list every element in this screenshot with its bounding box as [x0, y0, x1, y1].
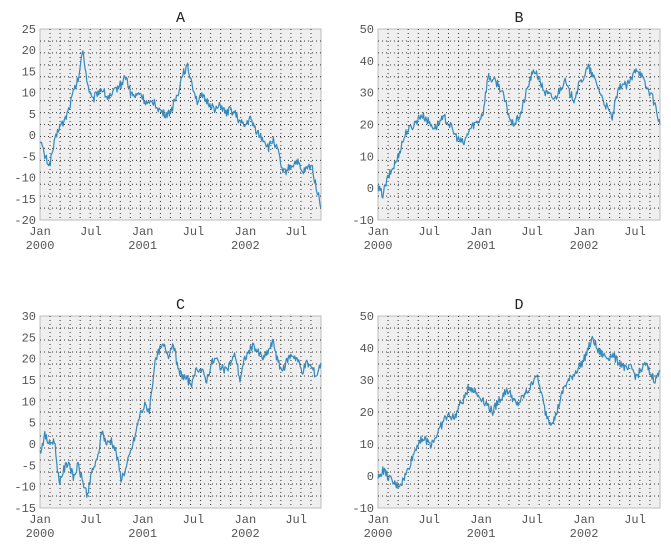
x-tick-label: Jan [573, 225, 595, 239]
y-tick-label: 50 [360, 23, 374, 37]
x-tick-label: Jul [624, 225, 646, 239]
y-tick-label: 0 [367, 182, 374, 196]
y-tick-label: 50 [360, 310, 374, 324]
x-tick-label-year: 2000 [26, 239, 55, 253]
x-tick-label: Jan [470, 513, 492, 527]
x-tick-label: Jul [80, 513, 102, 527]
subplot-title: A [176, 10, 185, 27]
y-tick-label: 30 [360, 374, 374, 388]
y-tick-label: 20 [22, 44, 36, 58]
x-tick-label: Jan [367, 225, 389, 239]
y-tick-label: 5 [29, 417, 36, 431]
x-tick-label: Jan [132, 225, 154, 239]
y-tick-label: -20 [14, 214, 36, 228]
x-tick-label-year: 2000 [364, 239, 393, 253]
series-line [377, 63, 661, 199]
x-tick-label-year: 2001 [467, 527, 496, 541]
x-tick-label-year: 2002 [570, 527, 599, 541]
x-tick-label: Jul [80, 225, 102, 239]
y-tick-label: 10 [360, 438, 374, 452]
y-tick-label: -5 [22, 150, 36, 164]
x-tick-label: Jan [235, 225, 257, 239]
x-tick-label: Jul [285, 513, 307, 527]
y-tick-label: -10 [352, 214, 374, 228]
y-tick-label: 10 [22, 395, 36, 409]
grid [40, 29, 321, 220]
y-tick-label: 15 [22, 374, 36, 388]
subplot-title: B [514, 10, 523, 27]
y-tick-label: 10 [360, 150, 374, 164]
x-tick-label: Jul [624, 513, 646, 527]
x-tick-label: Jan [470, 225, 492, 239]
y-tick-label: 20 [22, 353, 36, 367]
grid [378, 29, 660, 220]
x-tick-label: Jul [521, 225, 543, 239]
y-tick-label: -10 [14, 172, 36, 186]
x-tick-label: Jan [235, 513, 257, 527]
y-tick-label: -5 [22, 459, 36, 473]
x-tick-label: Jan [132, 513, 154, 527]
x-tick-label: Jan [29, 225, 51, 239]
y-tick-label: 0 [29, 129, 36, 143]
x-tick-label-year: 2000 [364, 527, 393, 541]
series-line [39, 50, 322, 208]
x-tick-label: Jul [285, 225, 307, 239]
x-tick-label: Jan [573, 513, 595, 527]
grid [378, 316, 660, 508]
y-tick-label: 0 [29, 438, 36, 452]
x-tick-label-year: 2002 [570, 239, 599, 253]
x-tick-label: Jan [367, 513, 389, 527]
x-tick-label-year: 2001 [128, 239, 157, 253]
y-tick-label: 0 [367, 470, 374, 484]
y-tick-label: 40 [360, 55, 374, 69]
y-tick-label: 20 [360, 119, 374, 133]
series-line [39, 338, 322, 498]
x-tick-label-year: 2000 [26, 527, 55, 541]
y-tick-label: -15 [14, 502, 36, 516]
subplot-title: C [176, 297, 185, 314]
x-tick-label: Jan [29, 513, 51, 527]
y-tick-label: -10 [14, 481, 36, 495]
subplot-title: D [514, 297, 523, 314]
y-tick-label: 30 [360, 87, 374, 101]
y-tick-label: 10 [22, 87, 36, 101]
y-tick-label: 5 [29, 108, 36, 122]
series-line [377, 335, 661, 489]
y-tick-label: -15 [14, 193, 36, 207]
y-tick-label: 25 [22, 23, 36, 37]
y-tick-label: 25 [22, 331, 36, 345]
y-tick-label: 40 [360, 342, 374, 356]
x-tick-label: Jul [183, 513, 205, 527]
x-tick-label-year: 2002 [231, 527, 260, 541]
y-tick-label: 30 [22, 310, 36, 324]
x-tick-label: Jul [183, 225, 205, 239]
y-tick-label: 15 [22, 65, 36, 79]
x-tick-label-year: 2001 [467, 239, 496, 253]
x-tick-label: Jul [418, 225, 440, 239]
y-tick-label: -10 [352, 502, 374, 516]
x-tick-label-year: 2002 [231, 239, 260, 253]
x-tick-label: Jul [521, 513, 543, 527]
x-tick-label-year: 2001 [128, 527, 157, 541]
x-tick-label: Jul [418, 513, 440, 527]
y-tick-label: 20 [360, 406, 374, 420]
